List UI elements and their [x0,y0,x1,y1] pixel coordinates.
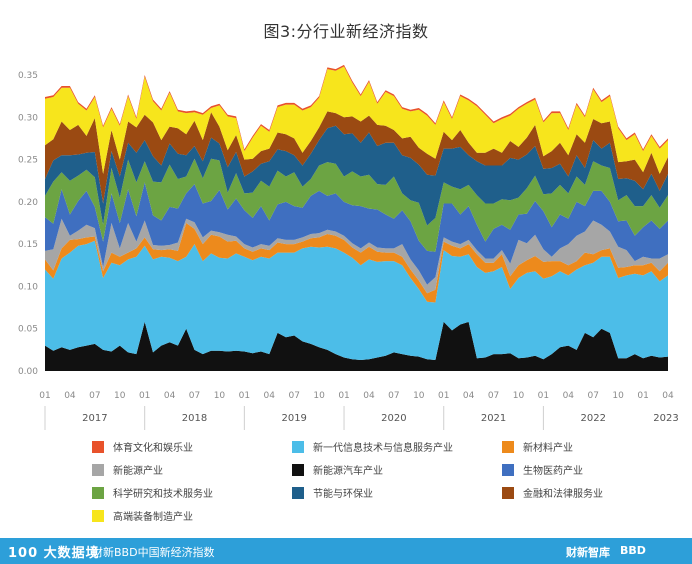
legend-label: 新一代信息技术与信息服务产业 [313,443,453,454]
y-tick-label: 0.10 [18,282,38,292]
x-tick-label: 04 [662,391,674,401]
y-tick-label: 0.00 [18,367,38,377]
legend-item: 科学研究和技术服务业 [92,485,213,500]
x-tick-label: 01 [239,391,250,401]
x-tick-label: 10 [513,391,525,401]
x-tick-label: 10 [214,391,226,401]
x-tick-label: 07 [488,391,499,401]
area-series [45,158,668,252]
area-series [45,66,668,174]
legend-swatch [502,487,514,499]
area-series [45,182,668,285]
footer-source: 财新BBD中国新经济指数 [92,546,215,559]
x-tick-label: 07 [189,391,200,401]
y-tick-label: 0.30 [18,113,38,123]
x-tick-label: 01 [438,391,449,401]
area-series [45,111,668,204]
legend-swatch [92,464,104,476]
area-series [45,125,668,226]
x-year-label: 2018 [182,413,207,424]
footer-logo: 100 大数据境 [8,546,100,561]
legend-label: 新能源产业 [113,466,163,477]
legend-label: 新材料产业 [523,443,573,454]
stacked-area-chart: 0.00 0.05 0.10 0.15 0.20 0.25 0.30 0.35 01 04 07 1… [18,64,679,430]
y-tick-label: 0.35 [18,71,38,81]
x-tick-label: 07 [388,391,399,401]
footer-bar: 100 大数据境 财新BBD中国新经济指数 财新智库 BBD [0,538,692,564]
x-tick-label: 01 [139,391,150,401]
y-tick-label: 0.15 [18,240,38,250]
legend-item: 新能源产业 [92,462,163,477]
legend-item: 节能与环保业 [292,485,373,500]
x-year-label: 2017 [82,413,107,424]
x-tick-label: 10 [313,391,325,401]
y-axis: 0.00 0.05 0.10 0.15 0.20 0.25 0.30 0.35 [18,71,38,377]
legend-swatch [292,487,304,499]
legend-item: 新材料产业 [502,439,573,454]
legend-item: 体育文化和娱乐业 [92,439,193,454]
legend-swatch [292,441,304,453]
y-tick-label: 0.20 [18,198,38,208]
legend-label: 体育文化和娱乐业 [113,443,193,454]
chart-title: 图3:分行业新经济指数 [263,22,429,41]
area-series [45,240,668,360]
legend-item: 新能源汽车产业 [292,462,383,477]
x-tick-label: 01 [538,391,549,401]
area-series [45,223,668,303]
legend-item: 金融和法律服务业 [502,485,603,500]
series-areas [45,64,668,371]
x-tick-label: 01 [338,391,349,401]
x-tick-label: 04 [64,391,76,401]
area-series [45,321,668,371]
legend-label: 金融和法律服务业 [523,489,603,500]
x-tick-label: 04 [563,391,575,401]
legend-label: 生物医药产业 [523,466,583,477]
legend-swatch [92,487,104,499]
x-tick-label: 04 [463,391,475,401]
legend-label: 节能与环保业 [313,489,373,500]
y-tick-label: 0.25 [18,156,38,166]
x-year-label: 2020 [381,413,406,424]
x-year-label: 2019 [281,413,306,424]
footer-brand-bbd: BBD [620,544,646,557]
x-tick-label: 04 [363,391,375,401]
x-year-label: 2023 [653,413,678,424]
area-series [45,218,668,294]
x-tick-label: 07 [89,391,100,401]
x-tick-label: 01 [637,391,648,401]
footer-brand-caixin: 财新智库 [566,546,610,559]
x-tick-label: 10 [413,391,425,401]
x-tick-label: 10 [114,391,126,401]
legend-swatch [292,464,304,476]
x-axis: 01 04 07 10 01 04 07 10 01 04 07 10 01 04 07 10 01 04 07 10… [39,391,679,430]
legend-swatch [502,441,514,453]
x-tick-label: 04 [164,391,176,401]
legend-label: 科学研究和技术服务业 [113,489,213,500]
legend-label: 新能源汽车产业 [313,466,383,477]
x-tick-label: 07 [588,391,599,401]
x-tick-label: 04 [264,391,276,401]
x-year-label: 2021 [481,413,506,424]
legend-label: 高端装备制造产业 [113,512,193,523]
legend-swatch [92,441,104,453]
legend-item: 生物医药产业 [502,462,583,477]
legend-swatch [92,510,104,522]
y-tick-label: 0.05 [18,325,38,335]
x-year-label: 2022 [581,413,606,424]
legend-item: 新一代信息技术与信息服务产业 [292,439,453,454]
legend-swatch [502,464,514,476]
x-tick-label: 10 [612,391,624,401]
legend-item: 高端装备制造产业 [92,508,193,523]
x-tick-label: 07 [288,391,299,401]
x-tick-label: 01 [39,391,50,401]
